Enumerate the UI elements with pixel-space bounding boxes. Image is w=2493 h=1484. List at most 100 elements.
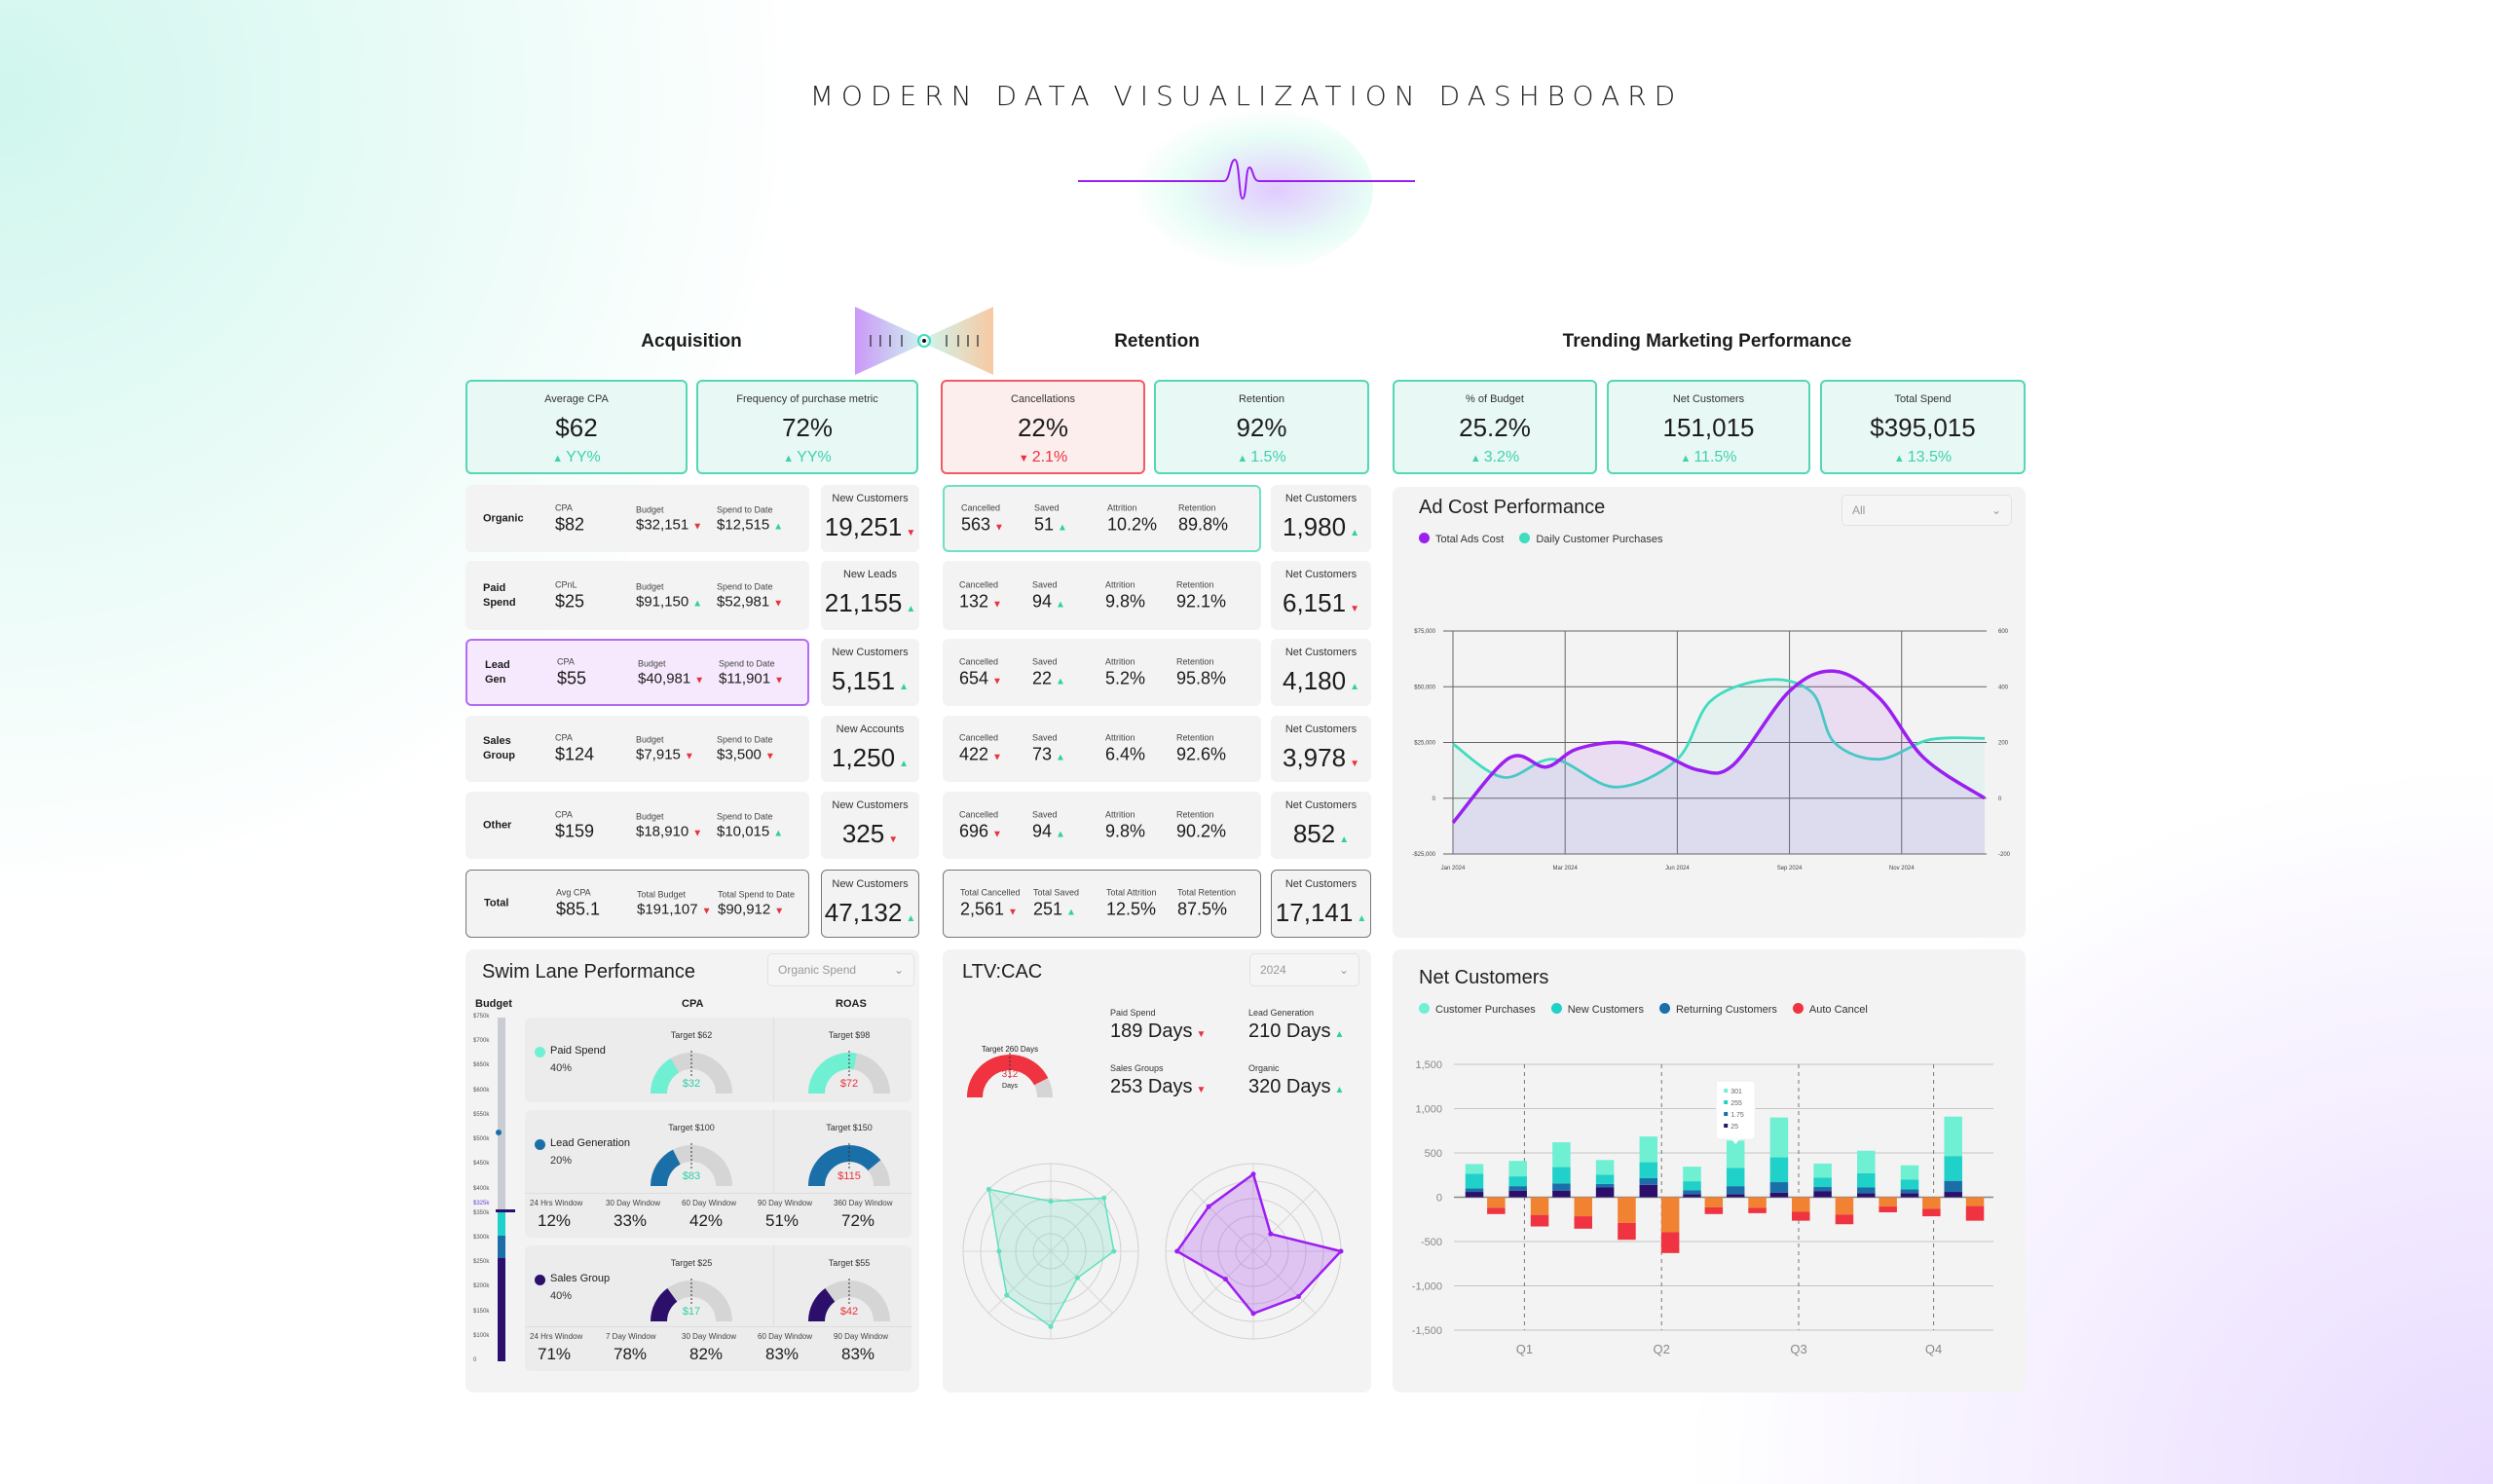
year-dropdown[interactable]: 2024 ⌄ xyxy=(1249,953,1359,986)
net-customers-box: Net Customers 17,141 ▲ xyxy=(1271,870,1371,938)
retention-row[interactable]: Total Cancelled 2,561 ▼ Total Saved 251 ▲ Tota… xyxy=(943,870,1261,938)
budget-tick-label: $700k xyxy=(473,1038,490,1045)
kpi-card: Average CPA $62 ▲ YY% xyxy=(465,380,688,474)
acquisition-row[interactable]: Organic CPA $82 Budget $32,151 ▼ Spend to Date… xyxy=(465,485,809,552)
retention-row[interactable]: Cancelled 132 ▼ Saved 94 ▲ Attrition 9.8% Retent… xyxy=(943,561,1261,630)
retention-row[interactable]: Cancelled 563 ▼ Saved 51 ▲ Attrition 10.2% Reten… xyxy=(943,485,1261,552)
field-label: Saved xyxy=(1034,502,1060,512)
metric-label: Net Customers xyxy=(1284,878,1358,890)
field-label: Budget xyxy=(638,658,666,668)
arrow-up-icon: ▲ xyxy=(1357,913,1367,924)
arrow-up-icon: ▲ xyxy=(1350,682,1359,692)
swim-lane-dropdown[interactable]: Organic Spend ⌄ xyxy=(767,953,914,986)
field-label: Cancelled xyxy=(959,656,999,666)
lane-share: 40% xyxy=(550,1290,573,1302)
acquisition-row[interactable]: Lead Gen CPA $55 Budget $40,981 ▼ Spend to Dat… xyxy=(465,639,809,706)
cancelled-field: Cancelled 132 ▼ xyxy=(959,579,1027,612)
budget-spent-marker xyxy=(496,1209,515,1213)
kpi-card: Cancellations 22% ▼ 2.1% xyxy=(941,380,1145,474)
metric-value: 1,250 ▲ xyxy=(821,743,919,773)
arrow-down-icon: ▼ xyxy=(1350,759,1359,769)
retention-row[interactable]: Cancelled 696 ▼ Saved 94 ▲ Attrition 9.8% Retent… xyxy=(943,792,1261,859)
cpa-field: CPA $124 xyxy=(555,733,594,765)
acquisition-metric-box: New Customers 47,132 ▲ xyxy=(821,870,919,938)
funnel-icon xyxy=(855,307,993,375)
swim-lane-card[interactable]: Lead Generation 20% Target $100 $83 Target $… xyxy=(525,1110,912,1238)
retention-row[interactable]: Cancelled 654 ▼ Saved 22 ▲ Attrition 5.2% Retent… xyxy=(943,639,1261,706)
field-label: Spend to Date xyxy=(717,734,773,745)
arrow-up-icon: ▲ xyxy=(773,521,784,532)
ltv-stat-label: Paid Spend xyxy=(1110,1008,1156,1018)
metric-label: New Customers xyxy=(832,799,909,811)
window-value: 78% xyxy=(614,1345,648,1363)
field-label: Budget xyxy=(636,581,664,591)
y-right-tick-label: 400 xyxy=(1998,685,2009,690)
window-label: 30 Day Window xyxy=(606,1199,661,1207)
value: 1,980 xyxy=(1283,512,1347,541)
radar-axis xyxy=(1252,1250,1316,1314)
field-value: $40,981 ▼ xyxy=(638,670,704,686)
net-customers-chart: 1,500 1,000 500 0 -500 -1,000 -1,500 Q1 Q2 Q3 Q4 30… xyxy=(1412,1059,1993,1356)
bar-segment-positive xyxy=(1726,1168,1745,1187)
field-value: 654 ▼ xyxy=(959,668,1027,688)
arrow-up-icon: ▲ xyxy=(1893,453,1905,464)
swim-lane-card[interactable]: Sales Group 40% Target $25 $17 Target $55 $42… xyxy=(525,1245,912,1371)
kpi-delta: ▲ 13.5% xyxy=(1822,449,2024,466)
window-label: 24 Hrs Window xyxy=(530,1199,583,1207)
field-value: 92.1% xyxy=(1176,591,1245,612)
bar-segment-positive xyxy=(1552,1167,1571,1184)
field-value: 5.2% xyxy=(1105,668,1173,688)
arrow-down-icon: ▼ xyxy=(1196,1029,1207,1040)
bar-segment-positive xyxy=(1639,1136,1658,1163)
bar-segment-positive xyxy=(1857,1187,1876,1194)
channel-label: Sales Group xyxy=(483,735,515,761)
legend-item: Returning Customers xyxy=(1658,1003,1777,1016)
budget-tick-label: $250k xyxy=(473,1259,490,1266)
acquisition-row[interactable]: Paid Spend CPnL $25 Budget $91,150 ▲ Spend to … xyxy=(465,561,809,630)
field-label: Retention xyxy=(1176,656,1214,666)
arrow-up-icon: ▲ xyxy=(1056,752,1065,763)
arrow-up-icon: ▲ xyxy=(1237,453,1248,464)
window-value: 72% xyxy=(841,1211,875,1230)
y-left-tick-label: $50,000 xyxy=(1414,685,1435,690)
field-value: 94 ▲ xyxy=(1032,591,1100,612)
cpa-field: CPnL $25 xyxy=(555,579,584,612)
bar-segment-positive xyxy=(1944,1116,1962,1157)
arrow-up-icon: ▲ xyxy=(692,598,703,609)
acquisition-row[interactable]: Total Avg CPA $85.1 Total Budget $191,107 ▼ To… xyxy=(465,870,809,938)
cancelled-field: Cancelled 696 ▼ xyxy=(959,809,1027,841)
bar-segment-negative xyxy=(1574,1197,1592,1217)
bar-segment-negative xyxy=(1704,1206,1724,1214)
lane-name: Paid Spend xyxy=(550,1045,606,1057)
value: $124 xyxy=(555,744,595,764)
swim-lane-card[interactable]: Paid Spend 40% Target $62 $32 Target $98 $72 xyxy=(525,1018,912,1102)
metric-label: Net Customers xyxy=(1284,799,1358,811)
legend-item: Auto Cancel xyxy=(1792,1003,1868,1016)
radar-point xyxy=(1101,1195,1107,1201)
radar-point xyxy=(986,1186,991,1192)
kpi-delta-value: YY% xyxy=(566,449,601,465)
ltv-stat-value: 189 Days ▼ xyxy=(1110,1020,1206,1043)
field-label: Retention xyxy=(1176,732,1214,743)
lane-share: 20% xyxy=(550,1155,573,1167)
acquisition-row[interactable]: Other CPA $159 Budget $18,910 ▼ Spend to Date $… xyxy=(465,792,809,859)
radar-chart xyxy=(962,1163,1139,1340)
window-value: 42% xyxy=(689,1211,724,1230)
ad-cost-filter-dropdown[interactable]: All ⌄ xyxy=(1842,495,2012,526)
chevron-down-icon: ⌄ xyxy=(1991,503,2001,517)
radar-axis xyxy=(1050,1250,1113,1314)
ltv-stat-value: 320 Days ▲ xyxy=(1248,1076,1344,1098)
field-value: 9.8% xyxy=(1105,821,1173,841)
kpi-delta-value: YY% xyxy=(797,449,832,465)
bar-segment-positive xyxy=(1900,1165,1919,1180)
value: 210 Days xyxy=(1248,1020,1331,1042)
window-value: 83% xyxy=(765,1345,800,1363)
bar-segment-positive xyxy=(1857,1172,1876,1188)
roas-target-label: Target $55 xyxy=(828,1258,871,1268)
metric-label: Net Customers xyxy=(1284,569,1358,580)
retention-row[interactable]: Cancelled 422 ▼ Saved 73 ▲ Attrition 6.4% Retent… xyxy=(943,716,1261,782)
bar-segment-negative xyxy=(1574,1216,1592,1229)
acquisition-row[interactable]: Sales Group CPA $124 Budget $7,915 ▼ Spend to … xyxy=(465,716,809,782)
field-label: Cancelled xyxy=(961,502,1001,512)
window-stat: 60 Day Window 42% xyxy=(682,1199,758,1231)
